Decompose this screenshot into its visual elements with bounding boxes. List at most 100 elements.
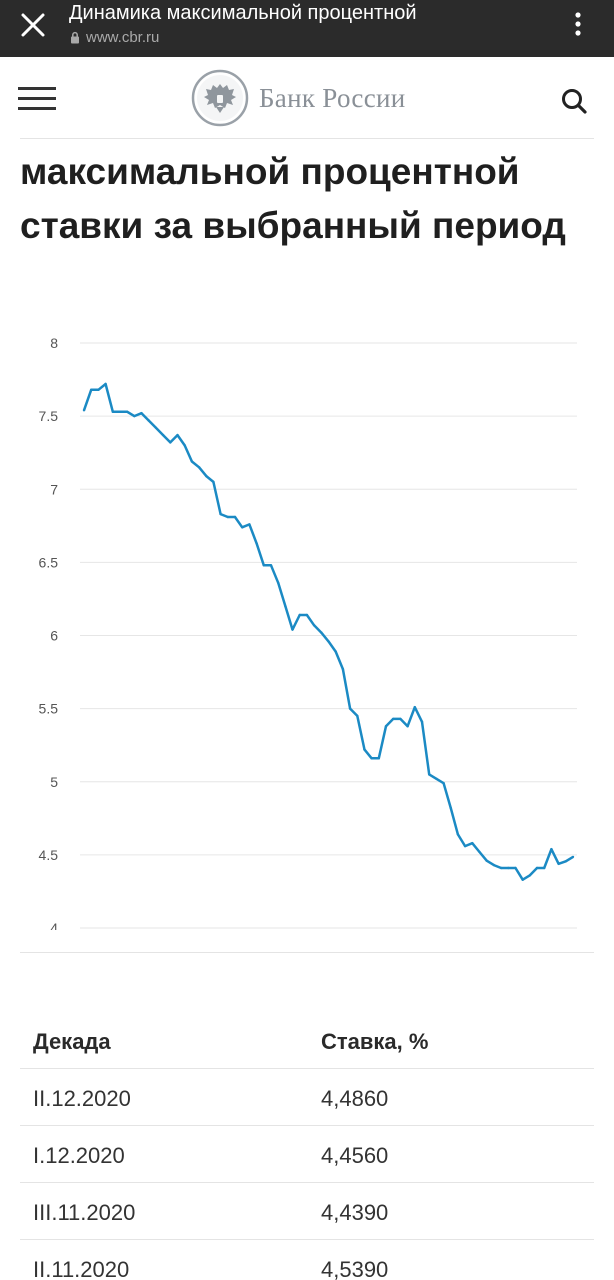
- data-point: [377, 757, 380, 760]
- logo-text: Банк России: [259, 82, 406, 113]
- data-point: [428, 773, 431, 776]
- data-point: [521, 878, 524, 881]
- data-point: [564, 860, 567, 863]
- data-point: [471, 842, 474, 845]
- column-header-rate: Ставка, %: [321, 1029, 429, 1054]
- data-point: [262, 564, 265, 567]
- data-point: [312, 624, 316, 627]
- data-point: [499, 866, 503, 870]
- y-tick-label: 7.5: [39, 408, 59, 424]
- cell-rate: 4,4390: [321, 1200, 389, 1225]
- data-point: [125, 410, 129, 413]
- data-point: [118, 410, 122, 413]
- browser-menu-button[interactable]: [566, 8, 590, 40]
- header-divider: [20, 138, 594, 139]
- data-point: [356, 714, 359, 718]
- table-header-row: Декада Ставка, %: [20, 1012, 594, 1069]
- data-point: [248, 523, 251, 526]
- data-point: [269, 564, 273, 567]
- data-point: [399, 717, 402, 721]
- browser-toolbar: Динамика максимальной процентной www.cbr…: [0, 0, 614, 57]
- data-point: [284, 605, 287, 608]
- data-point: [528, 874, 532, 877]
- y-tick-label: 5.5: [39, 701, 59, 717]
- chart-divider: [20, 952, 594, 953]
- data-point: [241, 526, 244, 529]
- data-point: [557, 862, 560, 865]
- data-point: [514, 866, 517, 870]
- rate-line-chart: 8 7.5 7 6.5 6 5.5 5 4.5 4: [0, 325, 614, 936]
- close-icon: [21, 13, 45, 37]
- y-tick-label: 4.5: [39, 847, 59, 863]
- y-tick-label: 5: [50, 774, 58, 790]
- data-point: [413, 706, 416, 709]
- site-logo[interactable]: Банк России: [191, 69, 406, 127]
- cell-decade: II.11.2020: [33, 1257, 130, 1280]
- browser-page-title: Динамика максимальной процентной: [69, 2, 417, 24]
- cell-decade: I.12.2020: [33, 1143, 125, 1168]
- data-point: [550, 848, 553, 851]
- data-point: [111, 410, 115, 413]
- page-heading: максимальной процентной ставки за выбран…: [20, 151, 566, 246]
- close-button[interactable]: [16, 8, 50, 42]
- data-point: [305, 613, 309, 617]
- data-point: [190, 460, 194, 463]
- hamburger-icon: [18, 87, 56, 110]
- data-point: [147, 419, 150, 422]
- search-button[interactable]: [558, 85, 590, 117]
- table-row: III.11.2020 4,4390: [20, 1183, 594, 1240]
- cell-rate: 4,4860: [321, 1086, 389, 1111]
- data-point: [571, 855, 575, 859]
- data-point: [478, 850, 481, 854]
- data-point: [176, 433, 179, 437]
- cell-decade: III.11.2020: [33, 1200, 136, 1225]
- data-point: [406, 725, 409, 728]
- site-header: Банк России: [0, 57, 614, 139]
- data-point: [161, 433, 165, 437]
- hamburger-menu-button[interactable]: [18, 85, 58, 113]
- double-headed-eagle-emblem: [191, 69, 249, 127]
- data-point: [320, 631, 323, 634]
- data-point: [492, 863, 496, 867]
- data-point: [90, 388, 93, 391]
- y-tick-label: 6: [50, 628, 58, 644]
- data-point: [154, 426, 158, 429]
- table-row: II.11.2020 4,5390: [20, 1240, 594, 1280]
- column-header-decade: Декада: [33, 1029, 111, 1054]
- data-point: [363, 748, 366, 751]
- data-point: [435, 777, 438, 780]
- data-point: [420, 720, 424, 723]
- data-point: [291, 628, 294, 631]
- data-point: [485, 859, 488, 862]
- data-point: [219, 512, 222, 516]
- data-point: [334, 650, 337, 653]
- data-point: [507, 866, 510, 870]
- cell-rate: 4,5390: [321, 1257, 389, 1280]
- data-point: [370, 757, 373, 760]
- data-point: [348, 707, 352, 710]
- y-tick-label: 4: [50, 920, 58, 930]
- data-point: [543, 866, 546, 870]
- data-point: [104, 382, 107, 386]
- y-tick-label: 7: [50, 481, 58, 497]
- data-point: [327, 640, 330, 643]
- data-point: [212, 480, 215, 484]
- data-point: [255, 542, 258, 545]
- data-point: [456, 833, 460, 836]
- data-point: [233, 515, 237, 519]
- data-point: [384, 725, 388, 728]
- cell-decade: II.12.2020: [33, 1086, 131, 1111]
- data-point: [97, 388, 100, 391]
- data-point: [392, 717, 395, 721]
- series-line: [82, 382, 574, 881]
- kebab-menu-icon: [575, 12, 581, 36]
- data-point: [298, 613, 301, 617]
- data-point: [226, 515, 229, 519]
- data-point: [463, 844, 467, 848]
- data-point: [197, 466, 201, 469]
- url-row[interactable]: www.cbr.ru: [70, 29, 159, 46]
- data-point: [169, 441, 172, 444]
- y-tick-label: 6.5: [39, 554, 59, 570]
- data-point: [82, 409, 86, 412]
- cell-rate: 4,4560: [321, 1143, 389, 1168]
